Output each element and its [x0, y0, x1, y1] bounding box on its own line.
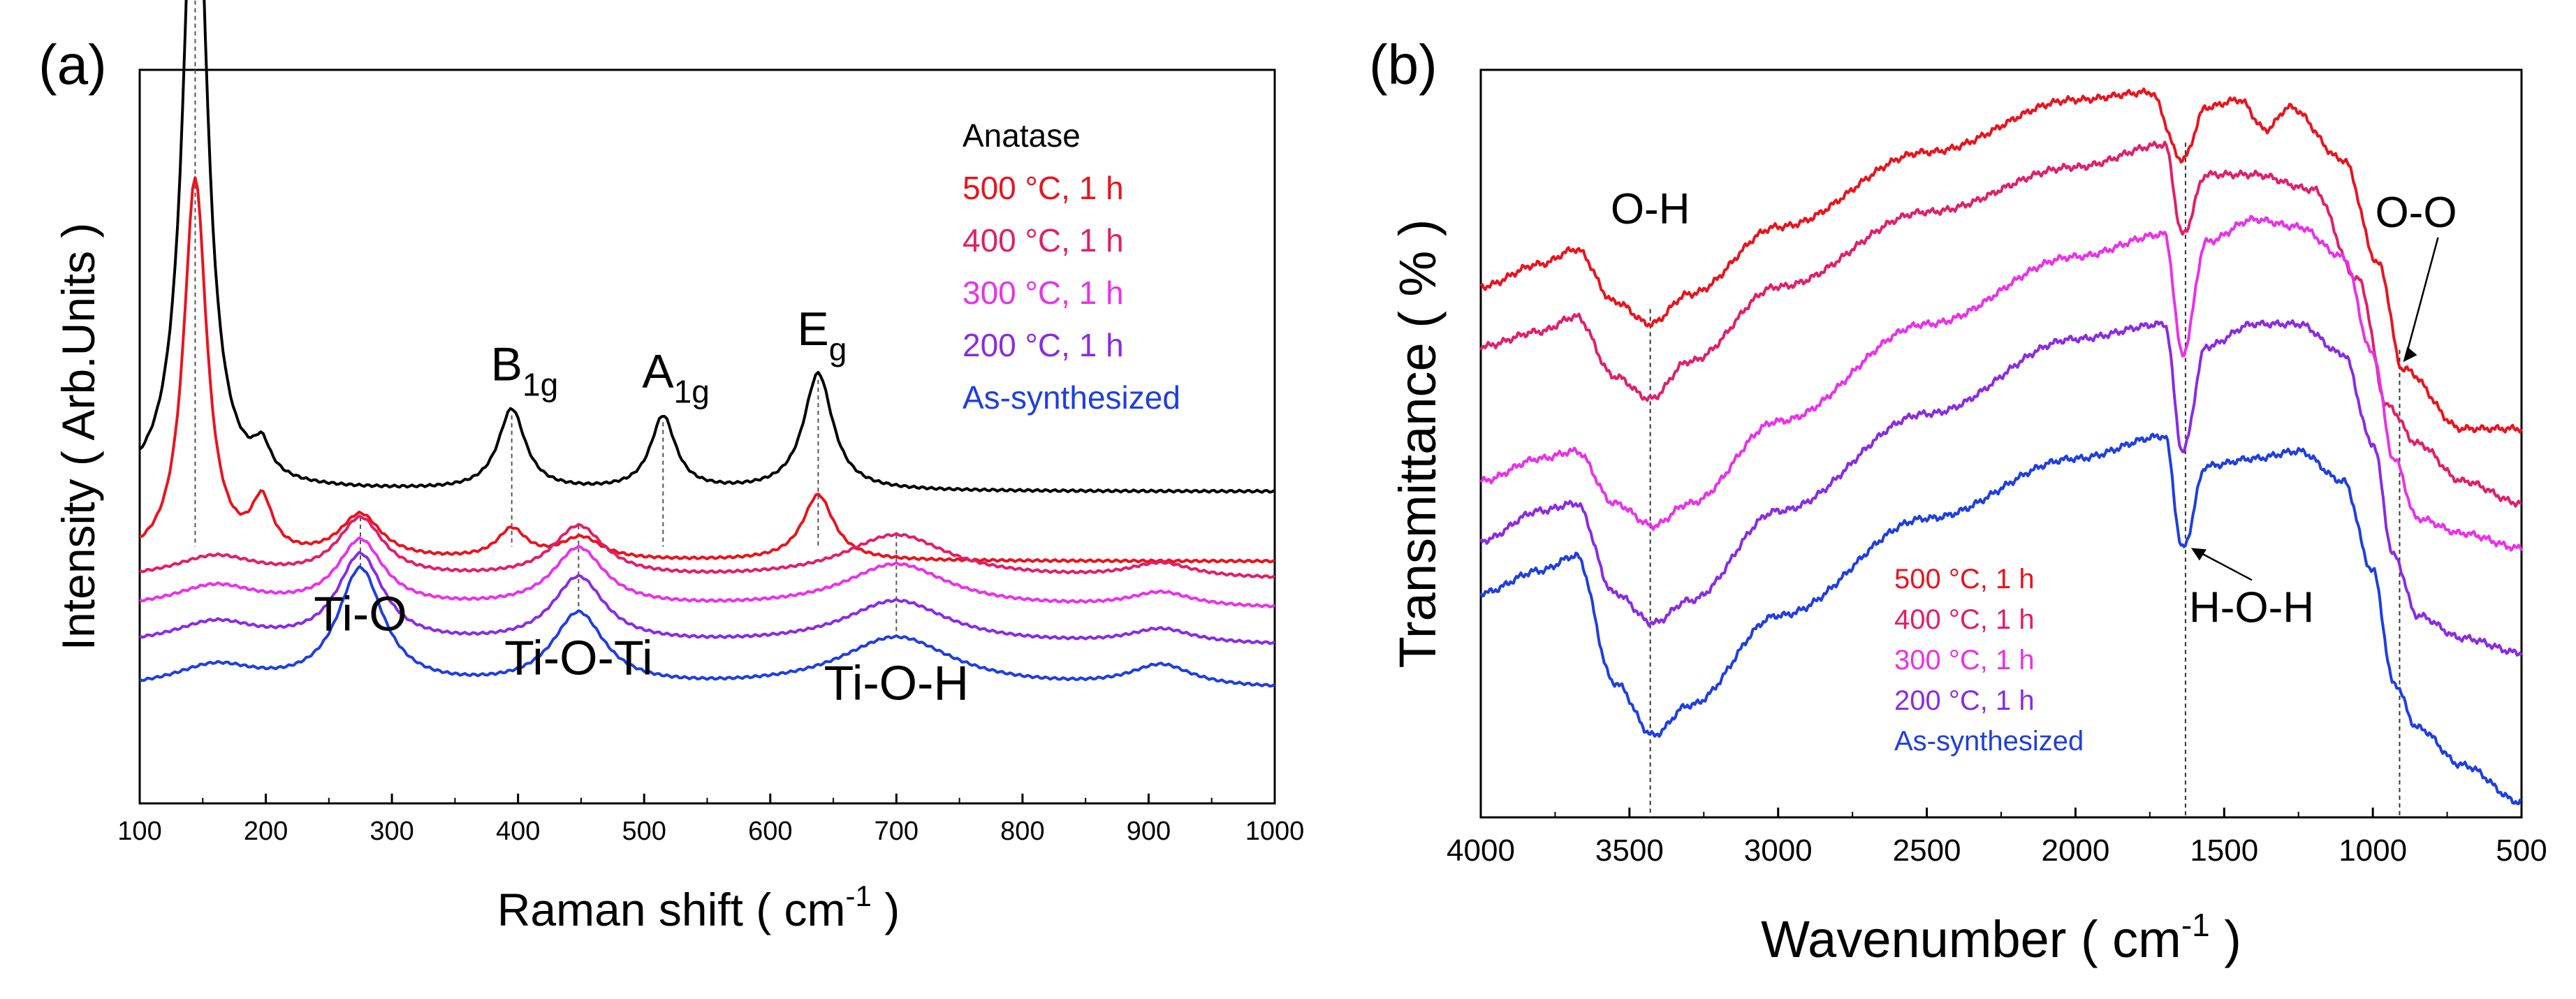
- x-tick-label-600: 600: [748, 817, 792, 846]
- panel-b-ftir: (b) 4000 3500 3000 2500 2000 1500 1000 500 O-H H…: [1369, 34, 2547, 968]
- series-anatase: [138, 0, 1276, 494]
- x-tick-label-200: 200: [244, 817, 288, 846]
- x-tick-label-1000: 1000: [2339, 833, 2407, 868]
- x-tick-label-2000: 2000: [2041, 833, 2109, 868]
- legend-item-500-c-1-h: 500 °C, 1 h: [963, 170, 1124, 206]
- x-tick-label-400: 400: [496, 817, 540, 846]
- panel-b-series: [1479, 87, 2523, 805]
- series-300-c-1-h: [139, 536, 1275, 608]
- panel-a-x-axis-label: Raman shift ( cm-1 ): [497, 880, 900, 935]
- mode-label-b1g-395: B1g: [491, 338, 559, 403]
- series-as-synthesized: [1479, 432, 2522, 805]
- series-300-c-1-h: [1479, 214, 2523, 552]
- series-200-c-1-h: [139, 550, 1275, 646]
- x-tick-label-300: 300: [369, 817, 414, 846]
- h-o-h-arrow: [2193, 548, 2253, 581]
- x-tick-label-700: 700: [874, 817, 919, 846]
- panel-a-axis-ticks: 100 200 300 400 500 600 700 800 900 1000: [117, 794, 1304, 846]
- x-tick-label-500: 500: [622, 817, 666, 846]
- o-o-arrowhead: [2403, 347, 2417, 363]
- panel-b-axis-ticks: 4000 3500 3000 2500 2000 1500 1000 500: [1447, 808, 2547, 868]
- x-tick-label-1000: 1000: [1245, 817, 1305, 846]
- panel-b-x-axis-label: Wavenumber ( cm-1 ): [1761, 907, 2241, 968]
- panel-a-guide-lines: [194, 0, 898, 637]
- x-tick-label-100: 100: [117, 817, 161, 846]
- series-500-c-1-h: [139, 176, 1275, 564]
- legend-item-400-c-1-h: 400 °C, 1 h: [1894, 604, 2035, 635]
- legend-item-200-c-1-h: 200 °C, 1 h: [1894, 685, 2035, 716]
- band-label-h-o-h: H-O-H: [2189, 583, 2314, 632]
- panel-b-label: (b): [1369, 34, 1437, 96]
- series-as-synthesized: [139, 565, 1275, 688]
- panel-a-legend: Anatase 500 °C, 1 h 400 °C, 1 h 300 °C, 1 h…: [963, 117, 1180, 416]
- band-label-o-o: O-O: [2375, 189, 2457, 237]
- band-label-o-h: O-H: [1611, 185, 1690, 233]
- series-500-c-1-h: [1479, 87, 2523, 434]
- legend-item-200-c-1-h: 200 °C, 1 h: [963, 327, 1124, 363]
- series-400-c-1-h: [139, 514, 1275, 579]
- x-tick-label-3000: 3000: [1744, 833, 1813, 868]
- legend-item-as-synthesized: As-synthesized: [963, 379, 1180, 416]
- band-label-ti-o-h: Ti-O-H: [824, 655, 969, 710]
- band-label-ti-o: Ti-O: [314, 586, 407, 641]
- panel-b-band-labels: O-H H-O-H O-O: [1611, 185, 2457, 632]
- band-label-ti-o-ti: Ti-O-Ti: [504, 631, 653, 685]
- legend-item-as-synthesized: As-synthesized: [1894, 726, 2084, 757]
- x-tick-label-1500: 1500: [2190, 833, 2258, 868]
- x-tick-label-500: 500: [2496, 833, 2547, 868]
- legend-item-500-c-1-h: 500 °C, 1 h: [1894, 564, 2035, 595]
- mode-label-a1g-515: A1g: [642, 344, 710, 409]
- panel-a-label: (a): [38, 34, 107, 96]
- x-tick-label-900: 900: [1127, 817, 1171, 846]
- x-tick-label-2500: 2500: [1893, 833, 1961, 868]
- panel-a-series: [138, 0, 1276, 688]
- x-tick-label-3500: 3500: [1595, 833, 1664, 868]
- h-o-h-arrowhead: [2190, 548, 2207, 561]
- legend-item-anatase: Anatase: [963, 117, 1081, 154]
- panel-b-y-axis-label: Transmittance ( % ): [1389, 219, 1447, 669]
- o-o-arrow: [2404, 237, 2439, 360]
- x-tick-label-800: 800: [1000, 817, 1044, 846]
- series-200-c-1-h: [1479, 319, 2523, 657]
- legend-item-300-c-1-h: 300 °C, 1 h: [1894, 645, 2035, 676]
- legend-item-300-c-1-h: 300 °C, 1 h: [963, 275, 1124, 311]
- panel-a-raman: (a) 100 200 300 400 500 600 700 800 900 1000 Eg B1…: [38, 0, 1304, 935]
- panel-a-y-axis-label: Intensity ( Arb.Units ): [52, 223, 104, 651]
- panel-b-legend: 500 °C, 1 h 400 °C, 1 h 300 °C, 1 h 200 °C,…: [1894, 564, 2084, 757]
- x-tick-label-4000: 4000: [1447, 833, 1515, 868]
- legend-item-400-c-1-h: 400 °C, 1 h: [963, 222, 1124, 258]
- mode-label-eg-638: Eg: [797, 302, 847, 367]
